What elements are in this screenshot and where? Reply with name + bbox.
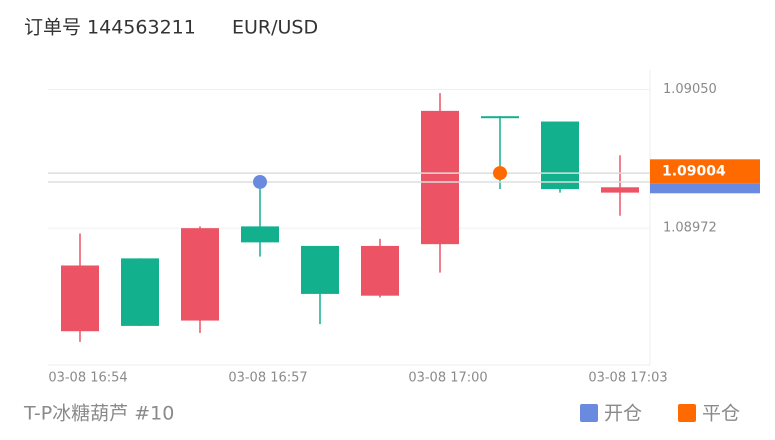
x-tick-label: 03-08 17:00	[408, 371, 487, 386]
candle-body	[121, 258, 159, 326]
y-tick-label: 1.08972	[663, 221, 717, 236]
candle-body	[541, 121, 579, 190]
legend-label: 开仓	[604, 403, 642, 425]
legend-swatch	[678, 404, 696, 422]
legend-swatch	[580, 404, 598, 422]
x-tick-label: 03-08 16:57	[228, 371, 307, 386]
candle-body	[601, 187, 639, 193]
chart-title: 订单号 144563211	[24, 17, 196, 39]
legend-label: 平仓	[702, 403, 740, 425]
footer: T-P冰糖葫芦 #10	[23, 403, 174, 425]
current-price-label: 1.09004	[662, 163, 726, 179]
price-label-box	[650, 159, 760, 184]
candle-body	[421, 110, 459, 245]
trade-marker	[253, 174, 267, 189]
trade-marker	[493, 166, 507, 181]
candle-body	[181, 228, 219, 321]
x-tick-label: 03-08 17:03	[588, 371, 667, 386]
price-label-box	[650, 183, 760, 194]
candle-body	[241, 226, 279, 243]
x-tick-label: 03-08 16:54	[48, 371, 127, 386]
candle-body	[481, 116, 519, 119]
candle-body	[301, 245, 339, 294]
candle-body	[361, 245, 399, 296]
chart-subtitle: EUR/USD	[232, 17, 318, 39]
y-tick-label: 1.09050	[663, 82, 717, 97]
candle-body	[61, 265, 99, 332]
